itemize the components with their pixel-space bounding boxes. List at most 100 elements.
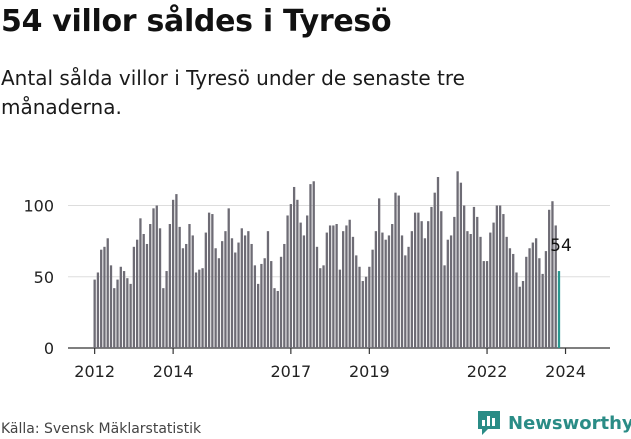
bar bbox=[168, 224, 172, 348]
bar bbox=[368, 266, 371, 348]
bar bbox=[185, 243, 188, 348]
bar bbox=[548, 209, 551, 348]
bar bbox=[273, 288, 276, 348]
bar bbox=[171, 199, 175, 348]
bar bbox=[342, 231, 345, 348]
bar bbox=[149, 224, 152, 348]
bar bbox=[348, 219, 351, 348]
bar bbox=[325, 232, 328, 348]
bar bbox=[292, 186, 296, 348]
bar bbox=[430, 206, 433, 348]
bar bbox=[243, 235, 247, 349]
bar bbox=[335, 224, 338, 348]
bar bbox=[407, 246, 410, 348]
bar bbox=[279, 256, 283, 348]
bar bbox=[489, 232, 492, 348]
bar bbox=[541, 273, 544, 348]
x-tick-label: 2014 bbox=[153, 362, 194, 381]
bar bbox=[221, 241, 224, 349]
bar bbox=[126, 278, 129, 349]
bar bbox=[381, 232, 384, 348]
bar bbox=[449, 235, 453, 349]
bar bbox=[165, 271, 168, 348]
bar bbox=[512, 253, 515, 348]
bar bbox=[466, 231, 469, 348]
bar bbox=[446, 239, 449, 348]
bar bbox=[456, 171, 459, 348]
y-tick-label: 50 bbox=[34, 268, 54, 287]
bar bbox=[521, 281, 525, 348]
bar bbox=[178, 226, 181, 349]
bar bbox=[237, 242, 240, 348]
bar bbox=[155, 205, 158, 348]
x-tick-label: 2024 bbox=[545, 362, 586, 381]
bar bbox=[119, 266, 122, 348]
bar bbox=[397, 195, 400, 348]
bar bbox=[538, 258, 541, 349]
bar bbox=[315, 246, 319, 348]
bar bbox=[312, 181, 315, 348]
bar bbox=[211, 214, 214, 348]
bar bbox=[358, 266, 361, 348]
bar bbox=[528, 248, 531, 348]
bar bbox=[96, 272, 100, 349]
bar bbox=[551, 201, 554, 348]
bar bbox=[355, 255, 358, 349]
bar bbox=[198, 269, 201, 349]
chart-subtitle: Antal sålda villor i Tyresö under de sen… bbox=[1, 66, 465, 119]
bar bbox=[387, 235, 391, 349]
bar bbox=[498, 205, 502, 348]
bar bbox=[253, 265, 257, 348]
bar bbox=[515, 272, 518, 349]
bar bbox=[116, 279, 119, 348]
x-axis: 2012 2014 2017 2019 2022 2024 bbox=[74, 348, 586, 381]
bar bbox=[436, 177, 440, 348]
bar bbox=[207, 212, 211, 349]
bar bbox=[175, 194, 178, 348]
bar bbox=[463, 205, 466, 348]
bar bbox=[319, 268, 322, 348]
bar bbox=[299, 222, 302, 348]
bar bbox=[234, 252, 237, 348]
bar bbox=[417, 212, 420, 349]
bar bbox=[289, 204, 292, 348]
bar bbox=[492, 222, 495, 348]
bar bbox=[266, 231, 270, 348]
bar-highlight bbox=[557, 271, 561, 348]
bar bbox=[139, 218, 142, 348]
bar bbox=[364, 276, 368, 348]
bar bbox=[302, 235, 306, 349]
bar bbox=[309, 184, 312, 349]
newsworthy-logo[interactable]: Newsworthy bbox=[476, 409, 631, 437]
bar bbox=[201, 268, 204, 348]
bar bbox=[453, 216, 456, 348]
bar bbox=[485, 261, 489, 348]
bar bbox=[440, 211, 443, 348]
bar bbox=[240, 228, 243, 348]
bar bbox=[224, 231, 227, 348]
source-note: Källa: Svensk Mäklarstatistik bbox=[1, 421, 202, 437]
bar bbox=[482, 261, 485, 348]
bar bbox=[283, 243, 286, 348]
bar bbox=[250, 243, 253, 348]
bar bbox=[345, 225, 348, 348]
bar bbox=[443, 265, 446, 348]
bar bbox=[338, 269, 342, 349]
bar bbox=[328, 225, 332, 348]
bar bbox=[93, 279, 96, 348]
highlight-value-label: 54 bbox=[550, 236, 572, 256]
bar bbox=[152, 208, 155, 348]
bar bbox=[495, 205, 499, 348]
bar bbox=[502, 214, 505, 348]
bar bbox=[400, 235, 404, 349]
bar bbox=[306, 215, 309, 348]
x-tick-label: 2022 bbox=[467, 362, 508, 381]
bar bbox=[188, 224, 191, 348]
bar bbox=[103, 246, 106, 348]
bar bbox=[404, 255, 407, 349]
bar bbox=[534, 238, 538, 348]
newsworthy-logo-text: Newsworthy bbox=[508, 412, 631, 434]
newsworthy-logo-icon bbox=[478, 411, 500, 435]
bar bbox=[263, 258, 266, 349]
